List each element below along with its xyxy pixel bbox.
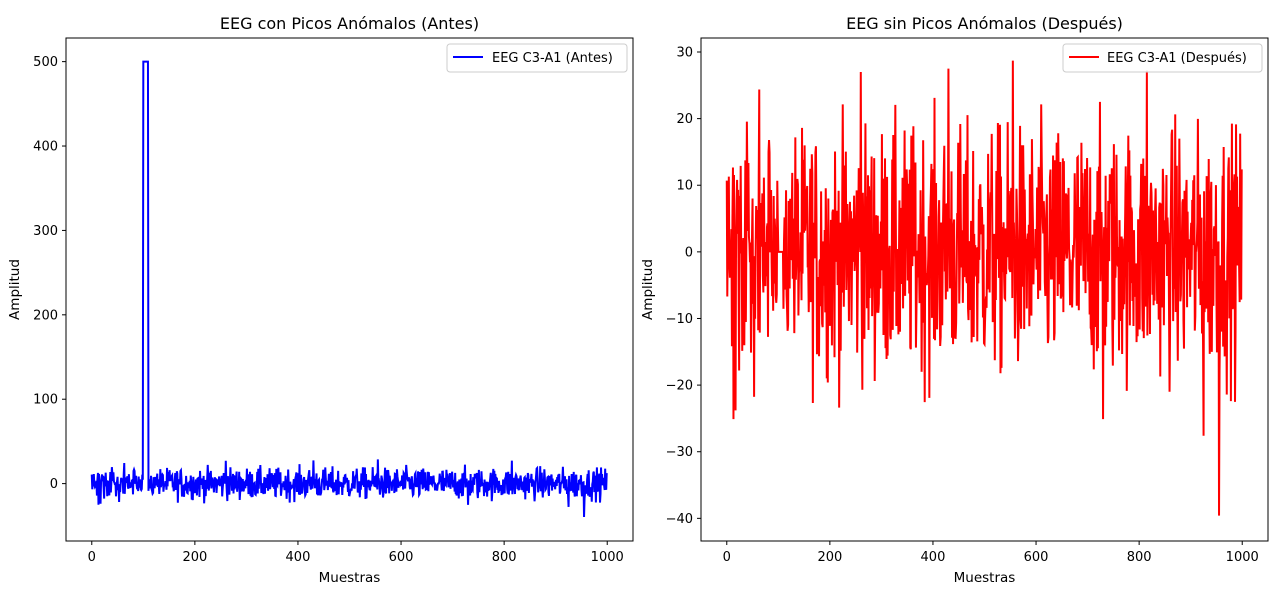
right-plot-frame (700, 37, 1269, 542)
right-subplot: EEG sin Picos Anómalos (Después) 0 200 400… (640, 14, 1269, 586)
left-plot-frame (65, 37, 634, 542)
left-chart-title: EEG con Picos Anómalos (Antes) (220, 14, 479, 33)
left-y-tick-label: 100 (33, 393, 58, 408)
left-x-ticks: 0 200 400 600 800 1000 (88, 541, 624, 565)
left-x-tick-label: 400 (286, 550, 311, 565)
right-y-tick-label: 20 (676, 112, 693, 127)
right-x-axis-label: Muestras (954, 570, 1016, 586)
right-legend: EEG C3-A1 (Después) (1062, 43, 1263, 73)
right-y-ticks: −40 −30 −20 −10 0 10 20 30 (666, 45, 701, 527)
right-chart-title: EEG sin Picos Anómalos (Después) (846, 14, 1123, 33)
right-x-ticks: 0 200 400 600 800 1000 (723, 541, 1259, 565)
left-x-tick-label: 0 (88, 550, 96, 565)
left-y-tick-label: 400 (33, 140, 58, 155)
left-legend: EEG C3-A1 (Antes) (446, 43, 628, 73)
right-y-tick-label: −10 (666, 312, 693, 327)
right-legend-box (1062, 43, 1263, 73)
right-y-tick-label: −20 (666, 379, 693, 394)
right-legend-label: EEG C3-A1 (Después) (1107, 51, 1247, 66)
left-x-tick-label: 600 (389, 550, 414, 565)
left-y-ticks: 0 100 200 300 400 500 (33, 55, 66, 492)
right-y-tick-label: −30 (666, 445, 693, 460)
right-y-tick-label: 10 (676, 179, 693, 194)
right-x-tick-label: 0 (723, 550, 731, 565)
left-x-tick-label: 1000 (591, 550, 624, 565)
right-y-tick-label: −40 (666, 512, 693, 527)
right-x-tick-label: 400 (921, 550, 946, 565)
left-y-tick-label: 200 (33, 308, 58, 323)
right-series-line-0 (725, 60, 1243, 516)
right-x-tick-label: 200 (817, 550, 842, 565)
left-series-layer (90, 60, 608, 518)
left-legend-label: EEG C3-A1 (Antes) (492, 51, 613, 66)
right-series-layer (725, 60, 1243, 516)
left-legend-box (446, 43, 628, 73)
left-series-line-0 (90, 60, 608, 518)
right-x-tick-label: 1000 (1226, 550, 1259, 565)
left-x-tick-label: 800 (492, 550, 517, 565)
left-y-tick-label: 0 (50, 477, 58, 492)
left-y-tick-label: 500 (33, 55, 58, 70)
right-y-tick-label: 30 (676, 45, 693, 60)
left-x-tick-label: 200 (182, 550, 207, 565)
right-y-axis-label: Amplitud (640, 259, 656, 320)
left-y-tick-label: 300 (33, 224, 58, 239)
right-x-tick-label: 600 (1024, 550, 1049, 565)
left-subplot: EEG con Picos Anómalos (Antes) 0 200 400 60… (7, 14, 634, 586)
right-y-tick-label: 0 (685, 245, 693, 260)
left-x-axis-label: Muestras (319, 570, 381, 586)
right-x-tick-label: 800 (1127, 550, 1152, 565)
left-y-axis-label: Amplitud (7, 259, 23, 320)
